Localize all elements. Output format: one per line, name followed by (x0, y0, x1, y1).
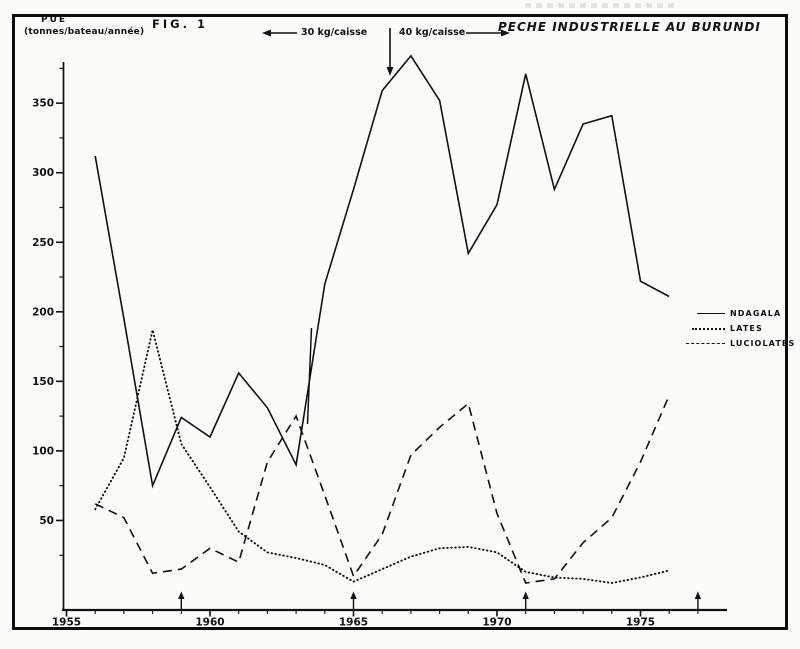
y-tick-label: 150 (32, 376, 54, 388)
chart-title: PECHE INDUSTRIELLE AU BURUNDI (498, 20, 761, 34)
y-tick-label: 250 (32, 237, 54, 249)
legend-label-ndagala: NDAGALA (730, 309, 782, 318)
y-tick-label: 50 (39, 515, 54, 527)
annotation-down-arrow-head (386, 67, 394, 76)
event-up-arrow-head (694, 591, 702, 599)
luciolates-line (94, 394, 670, 584)
legend-line-solid (683, 313, 725, 314)
x-tick-label: 1975 (626, 617, 655, 629)
y-tick-label: 350 (32, 98, 54, 110)
scan-artifact-smudge (525, 3, 675, 8)
scan-border-frame (12, 14, 788, 630)
figure-number-label: FIG. 1 (152, 17, 208, 31)
x-tick-label: 1955 (52, 617, 81, 629)
x-tick-label: 1970 (482, 617, 511, 629)
annotation-40kg-label: 40 kg/caisse (399, 27, 466, 38)
legend-line-dotted (683, 327, 725, 330)
event-up-arrow-head (522, 591, 529, 599)
annotation-30kg-label: 30 kg/caisse (301, 27, 368, 38)
legend-label-lates: LATES (730, 324, 763, 333)
annotation-left-arrow-head (262, 29, 271, 37)
legend-item-luciolates: LUCIOLATES (683, 336, 795, 351)
ndagala-line (94, 54, 670, 489)
legend-line-dashed (683, 343, 725, 344)
legend-item-lates: LATES (683, 321, 795, 336)
y-tick-label: 300 (32, 167, 54, 179)
event-up-arrow-head (178, 591, 185, 599)
y-axis-title: PUE (41, 15, 68, 25)
y-tick-label: 100 (32, 445, 54, 457)
event-up-arrow-head (350, 591, 357, 599)
legend-item-ndagala: NDAGALA (683, 306, 795, 321)
y-axis-unit-label: (tonnes/bateau/année) (24, 27, 145, 37)
annotation-right-arrow-head (501, 29, 510, 37)
legend-label-luciolates: LUCIOLATES (730, 339, 796, 348)
legend: NDAGALA LATES LUCIOLATES (683, 306, 795, 351)
x-tick-label: 1960 (195, 617, 224, 629)
lates-line (94, 329, 671, 584)
y-tick-label: 200 (32, 306, 54, 318)
x-tick-label: 1965 (339, 617, 368, 629)
